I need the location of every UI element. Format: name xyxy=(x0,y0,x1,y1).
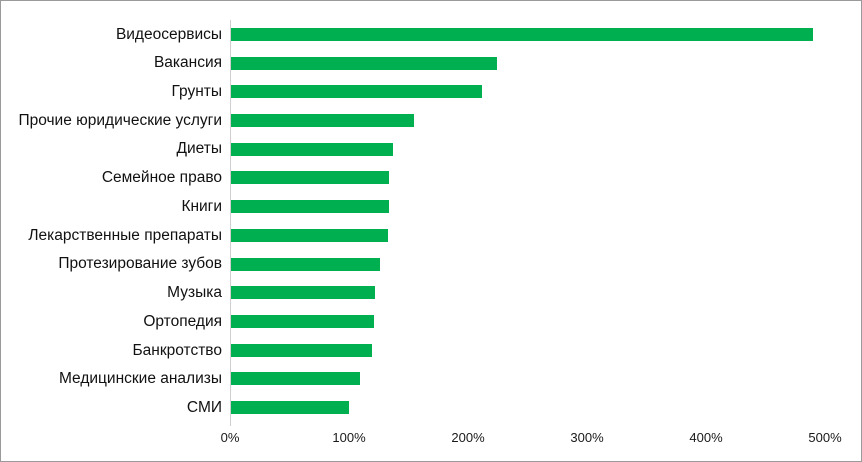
bar-track xyxy=(230,365,825,394)
x-axis-tick-label: 400% xyxy=(689,430,723,445)
bar xyxy=(230,401,349,415)
bar-track xyxy=(230,336,825,365)
bar-track xyxy=(230,77,825,106)
bar xyxy=(230,257,380,271)
chart-row: Видеосервисы xyxy=(1,20,861,49)
category-label: Диеты xyxy=(176,140,222,158)
bar-track xyxy=(230,106,825,135)
category-label: СМИ xyxy=(186,398,222,416)
category-label: Семейное право xyxy=(101,169,222,187)
category-label: Музыка xyxy=(167,284,222,302)
chart-row: Вакансия xyxy=(1,49,861,78)
bar-track xyxy=(230,221,825,250)
chart-row: Прочие юридические услуги xyxy=(1,106,861,135)
category-label: Грунты xyxy=(171,83,222,101)
bar xyxy=(230,27,814,41)
bar-track xyxy=(230,250,825,279)
category-label: Вакансия xyxy=(153,54,222,72)
bar-track xyxy=(230,20,825,49)
bar-track xyxy=(230,192,825,221)
x-axis-tick-label: 500% xyxy=(808,430,842,445)
bar xyxy=(230,200,390,214)
bar xyxy=(230,56,497,70)
chart-row: Протезирование зубов xyxy=(1,250,861,279)
category-label: Медицинские анализы xyxy=(58,370,222,388)
bar xyxy=(230,85,483,99)
category-label: Лекарственные препараты xyxy=(28,226,222,244)
bar xyxy=(230,228,389,242)
bar-track xyxy=(230,393,825,422)
bar-track xyxy=(230,278,825,307)
chart-row: Книги xyxy=(1,192,861,221)
chart-row: Лекарственные препараты xyxy=(1,221,861,250)
chart-row: Музыка xyxy=(1,278,861,307)
chart-row: Медицинские анализы xyxy=(1,365,861,394)
bar xyxy=(230,343,372,357)
chart-row: Диеты xyxy=(1,135,861,164)
chart-row: Ортопедия xyxy=(1,307,861,336)
y-axis-line xyxy=(230,20,231,426)
chart-row: СМИ xyxy=(1,393,861,422)
x-axis-tick-label: 100% xyxy=(332,430,366,445)
bar xyxy=(230,142,394,156)
chart-row: Семейное право xyxy=(1,164,861,193)
bar-track xyxy=(230,164,825,193)
bar xyxy=(230,171,390,185)
x-axis-tick-label: 0% xyxy=(220,430,240,445)
x-axis-tick-label: 200% xyxy=(451,430,485,445)
bar-track xyxy=(230,307,825,336)
bar xyxy=(230,372,360,386)
chart-row: Банкротство xyxy=(1,336,861,365)
x-axis-tick-label: 300% xyxy=(570,430,604,445)
plot-area: Видеосервисы Вакансия Грунты Прочие юридиче… xyxy=(1,20,861,422)
bar xyxy=(230,315,374,329)
category-label: Банкротство xyxy=(132,341,223,359)
bar xyxy=(230,286,376,300)
category-label: Книги xyxy=(181,197,222,215)
category-label: Ортопедия xyxy=(143,312,222,330)
category-label: Протезирование зубов xyxy=(58,255,222,273)
chart-row: Грунты xyxy=(1,77,861,106)
bar xyxy=(230,114,415,128)
category-label: Прочие юридические услуги xyxy=(18,111,222,129)
bar-track xyxy=(230,49,825,78)
bar-track xyxy=(230,135,825,164)
x-axis: 0% 100% 200% 300% 400% 500% xyxy=(221,430,842,448)
category-label: Видеосервисы xyxy=(115,25,222,43)
